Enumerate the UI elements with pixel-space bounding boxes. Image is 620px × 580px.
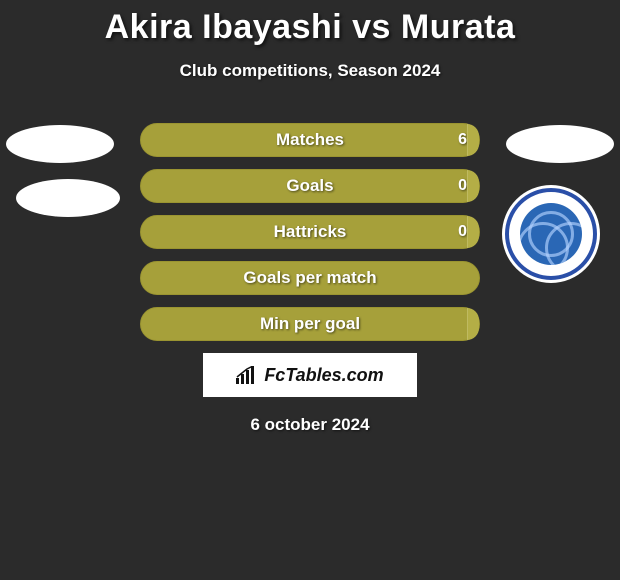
stat-row-goals-per-match: Goals per match — [140, 261, 480, 295]
stat-right-segment — [467, 124, 479, 156]
club-right-badge-knot-icon — [528, 211, 574, 257]
stat-label: Matches — [276, 130, 344, 150]
stat-row-hattricks: Hattricks 0 — [140, 215, 480, 249]
footer-date: 6 october 2024 — [0, 415, 620, 435]
bars-ascending-icon — [236, 366, 258, 384]
stat-value-right: 0 — [458, 223, 467, 241]
club-left-badge — [16, 179, 120, 217]
stat-row-min-per-goal: Min per goal — [140, 307, 480, 341]
comparison-infographic: Akira Ibayashi vs Murata Club competitio… — [0, 0, 620, 435]
stat-right-segment — [467, 170, 479, 202]
stat-label: Min per goal — [260, 314, 360, 334]
player-left-avatar — [6, 125, 114, 163]
stat-value-right: 0 — [458, 177, 467, 195]
page-title: Akira Ibayashi vs Murata — [0, 0, 620, 47]
stat-row-goals: Goals 0 — [140, 169, 480, 203]
player-right-avatar — [506, 125, 614, 163]
watermark-text: FcTables.com — [264, 365, 383, 386]
stat-bars: Matches 6 Goals 0 Hattricks 0 Goals per … — [140, 123, 480, 341]
stats-area: Matches 6 Goals 0 Hattricks 0 Goals per … — [0, 123, 620, 435]
watermark-box: FcTables.com — [203, 353, 417, 397]
stat-label: Hattricks — [274, 222, 347, 242]
stat-row-matches: Matches 6 — [140, 123, 480, 157]
club-right-badge — [502, 185, 600, 283]
stat-label: Goals per match — [243, 268, 376, 288]
stat-right-segment — [467, 308, 479, 340]
page-subtitle: Club competitions, Season 2024 — [0, 61, 620, 81]
stat-label: Goals — [286, 176, 333, 196]
club-right-badge-inner — [520, 203, 582, 265]
stat-value-right: 6 — [458, 131, 467, 149]
stat-right-segment — [467, 216, 479, 248]
club-right-badge-ring — [505, 188, 597, 280]
